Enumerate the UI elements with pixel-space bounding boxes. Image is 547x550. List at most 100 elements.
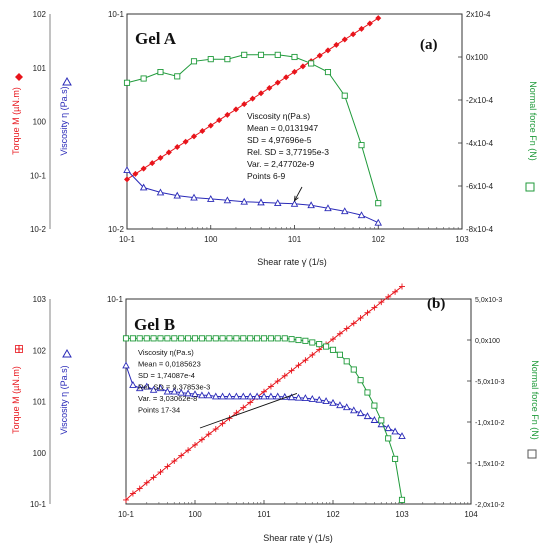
panel-b-normal_force-point xyxy=(371,402,378,409)
panel-b-frame xyxy=(125,298,472,505)
panel-b-normal_force-point xyxy=(329,346,337,353)
panel-a-normal_force-point xyxy=(358,142,365,149)
panel-a-normal_force-point xyxy=(174,73,181,80)
panel-b-torque-point xyxy=(316,346,323,353)
panel-b-torque-point xyxy=(371,304,378,311)
panel-b-viscosity-point xyxy=(384,424,392,432)
panel-b-viscosity-point xyxy=(308,394,317,402)
panel-b-normal_force-point xyxy=(150,335,157,342)
panel-b-x-tick-label: 10-1 xyxy=(118,510,135,519)
panel-b-viscosity-point xyxy=(198,391,206,399)
panel-b-torque-point xyxy=(281,372,288,379)
panel-a-viscosity-point xyxy=(190,193,198,201)
panel-b-viscosity-point xyxy=(163,387,172,395)
panel-a-x-tick-label: 100 xyxy=(204,235,218,244)
panel-b-annotation-arrow xyxy=(199,393,298,429)
panel-b-normal_force-point xyxy=(212,335,219,342)
panel-b-normal_force-point xyxy=(343,358,350,365)
panel-b-viscosity-point xyxy=(135,384,144,392)
panel-b-x-tick-label: 104 xyxy=(464,510,478,519)
panel-a-viscosity-point xyxy=(340,207,349,215)
panel-a-viscosity-point xyxy=(173,191,181,199)
panel-b-normal_force-point xyxy=(316,341,323,348)
panel-b-normal_force-point xyxy=(198,335,205,342)
panel-a-torque-point xyxy=(216,117,223,124)
panel-b-viscosity-point xyxy=(232,392,241,400)
panel-a-annotation-line: Var. = 2,47702e-9 xyxy=(247,159,314,169)
panel-a-viscosity-line xyxy=(126,169,379,224)
panel-b-torque-point xyxy=(274,378,281,385)
panel-a-normal_force-point xyxy=(308,60,315,67)
panel-b-annotation-line: Rel. SD = 9,37853e-3 xyxy=(138,383,210,392)
panel-a-normal_force-point xyxy=(341,92,348,99)
panel-b-torque-point xyxy=(219,420,226,427)
panel-b-torque-point xyxy=(330,336,336,343)
panel-b-viscosity-point xyxy=(260,392,268,400)
panel-b-label: (b) xyxy=(427,296,445,312)
panel-a-left-outer-tick-label: 100 xyxy=(33,118,47,127)
panel-a-left-outer-tick-label: 102 xyxy=(33,10,47,19)
panel-a-x-tick-label: 103 xyxy=(455,235,469,244)
panel-b-viscosity-point xyxy=(350,406,358,414)
panel-b-normal_force-point xyxy=(392,455,399,462)
normal-force-legend-square-a xyxy=(525,182,535,192)
panel-a-torque-point xyxy=(366,20,373,27)
panel-a-left-inner-title: Viscosity η (Pa.s) xyxy=(59,86,69,155)
panel-b-torque-point xyxy=(392,288,399,295)
panel-a-viscosity-point xyxy=(139,183,148,191)
panel-a-x-label: Shear rate γ̇ (1/s) xyxy=(257,257,327,267)
panel-a-torque-point xyxy=(274,79,281,86)
panel-a-normal_force-point xyxy=(375,200,382,207)
panel-b-normal_force-point xyxy=(240,335,247,342)
panel-b-annotation-line: Var. = 3,03062e-8 xyxy=(138,394,197,403)
panel-a-x-tick-label: 101 xyxy=(288,235,302,244)
panel-a-right-tick-label: -4x10-4 xyxy=(466,139,494,148)
panel-b-torque-point xyxy=(171,458,178,465)
panel-a-torque-point xyxy=(283,74,290,81)
panel-b-normal_force-point xyxy=(309,339,316,346)
panel-b-series xyxy=(122,283,406,503)
panel-b-left-outer-tick-label: 10-1 xyxy=(30,500,47,509)
panel-b-normal_force-point xyxy=(129,335,136,342)
panel-a-torque-point xyxy=(324,47,331,54)
panel-b-torque-point xyxy=(150,474,157,481)
panel-b-viscosity-point xyxy=(122,361,130,369)
panel-a-torque-point xyxy=(341,36,348,43)
panel-b-torque-point xyxy=(364,309,371,316)
panel-a-torque-point xyxy=(333,41,340,48)
panel-b-right-tick-label: -2,0x10-2 xyxy=(475,502,505,509)
panel-b-viscosity-point xyxy=(184,389,192,397)
panel-b-torque-point xyxy=(143,479,150,486)
panel-a-normal_force-point xyxy=(140,75,147,82)
panel-b-viscosity-point xyxy=(363,412,372,420)
panel-a-annotation-line: Rel. SD = 3,77195e-3 xyxy=(247,147,329,157)
panel-b-left-outer-title: Torque M (µN.m) xyxy=(11,366,21,434)
panel-b-normal_force-point xyxy=(336,351,343,358)
panel-a-left-inner-tick-label: 10-1 xyxy=(108,10,125,19)
panel-b-viscosity-point xyxy=(239,392,248,400)
panel-a-normal_force-point xyxy=(291,53,298,61)
panel-b-viscosity-point xyxy=(294,393,303,401)
panel-b-viscosity-point xyxy=(391,427,399,435)
panel-b-normal_force-point xyxy=(185,335,192,342)
panel-b-annotation-line: Mean = 0,0185623 xyxy=(138,360,201,369)
panel-b-x-tick-label: 103 xyxy=(395,510,409,519)
panel-b-normal_force-point xyxy=(260,335,268,342)
torque-legend-diamond-a xyxy=(15,73,23,81)
torque-legend-plus-b xyxy=(15,345,23,353)
panel-a-torque-point xyxy=(257,90,264,97)
panel-a-left-outer-tick-label: 101 xyxy=(33,64,47,73)
panel-b-torque-point xyxy=(129,490,136,497)
panel-b-normal_force-point xyxy=(295,336,302,344)
panel-a-normal_force-point xyxy=(274,51,281,58)
panel-a-torque-point xyxy=(291,68,298,75)
panel-b-normal_force-point xyxy=(178,335,185,342)
panel-a-normal_force-point xyxy=(157,68,164,76)
panel-a-right-tick-label: 2x10-4 xyxy=(466,10,491,19)
panel-b-normal_force-point xyxy=(267,335,274,342)
panel-a-left-inner-label: Viscosity η (Pa.s) xyxy=(59,86,69,155)
panel-b-right-tick-label: -1,5x10-2 xyxy=(475,461,505,468)
panel-b-annotation-line: SD = 1,74087e-4 xyxy=(138,371,195,380)
panel-a-left-outer-ticks: 10-2 10-1 100 101 102 xyxy=(30,10,51,234)
